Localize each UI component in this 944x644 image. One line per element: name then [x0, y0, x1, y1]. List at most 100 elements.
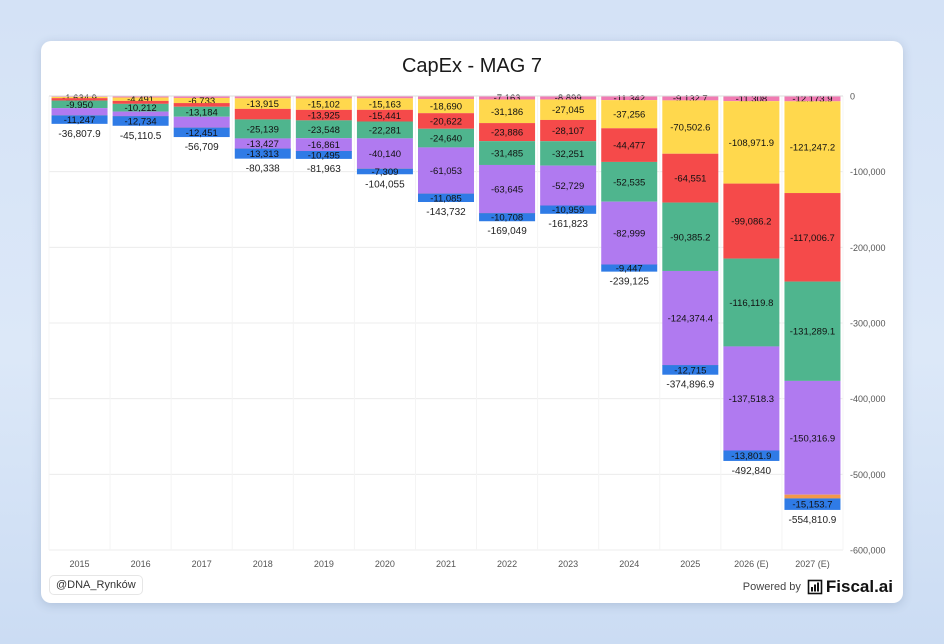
- bar-segment: [418, 96, 474, 100]
- x-tick-label: 2021: [436, 559, 456, 569]
- bar-segment: [234, 148, 291, 159]
- x-tick-label: 2016: [131, 559, 151, 569]
- bar-segment: [295, 96, 352, 99]
- bar-segment: [784, 498, 841, 510]
- bar-segment: [173, 106, 230, 117]
- bar-segment: [601, 264, 658, 272]
- stacked-bar-chart: 0 -100,000 -200,000 -300,000 -400,000 -500,00…: [48, 92, 886, 569]
- brand-logo[interactable]: Fiscal.ai: [807, 577, 893, 597]
- bar-segment: [723, 183, 780, 259]
- segment-label: -13,801.9: [731, 451, 771, 462]
- bar-segment: [418, 99, 474, 114]
- bar-segment: [784, 380, 841, 495]
- segment-label: -32,251: [552, 149, 584, 160]
- segment-label: -37,256: [613, 110, 645, 121]
- bar-segment: [112, 116, 169, 126]
- bar-segment: [662, 96, 719, 101]
- y-tick-label: -500,000: [850, 470, 886, 480]
- bar-segment: [295, 98, 352, 110]
- bar-segment: [418, 113, 474, 129]
- bar-segment: [234, 119, 291, 139]
- segment-label: -10,212: [124, 103, 156, 114]
- bar-segment: [295, 150, 352, 159]
- bar-segment: [173, 116, 230, 128]
- segment-label: -22,281: [369, 125, 401, 136]
- bar-segment: [295, 109, 352, 121]
- segment-label: -12,734: [124, 116, 156, 127]
- bar-segment: [662, 270, 719, 366]
- total-label: -45,110.5: [120, 131, 162, 142]
- segment-label: -13,427: [247, 139, 279, 150]
- bar-segment: [540, 99, 597, 120]
- bar-segment: [356, 109, 413, 122]
- bar-segment: [112, 100, 169, 104]
- total-label: -143,732: [426, 207, 466, 218]
- segment-label: -4,491: [127, 95, 154, 106]
- bar-segment: [418, 147, 474, 194]
- segment-label: -52,535: [613, 177, 645, 188]
- bar-segment: [418, 193, 474, 203]
- bar-segment: [540, 96, 597, 100]
- segment-label: -13,925: [308, 111, 340, 122]
- segment-label: -40,140: [369, 149, 401, 160]
- brand-name: Fiscal.ai: [825, 577, 893, 596]
- bar-segment: [723, 346, 780, 451]
- segment-label: -11,342: [613, 94, 645, 105]
- bar-segment: [173, 127, 230, 138]
- segment-label: -16,861: [308, 140, 340, 151]
- segment-label: -18,690: [430, 102, 462, 113]
- segment-label: -99,086.2: [731, 217, 771, 228]
- segment-label: -108,971.9: [729, 138, 774, 149]
- segment-label: -44,477: [613, 141, 645, 152]
- total-label: -56,709: [185, 142, 219, 153]
- segment-label: -10,959: [552, 205, 584, 216]
- bar-segment: [540, 165, 597, 206]
- segment-label: -12,451: [186, 128, 218, 139]
- bar-segment: [784, 193, 841, 282]
- bar-segment: [601, 128, 658, 162]
- x-tick-label: 2026 (E): [734, 559, 769, 569]
- total-label: -239,125: [609, 277, 649, 288]
- segment-label: -24,640: [430, 134, 462, 145]
- bar-segment: [51, 96, 108, 99]
- total-label: -81,963: [307, 164, 341, 175]
- bar-segment: [540, 119, 597, 142]
- segment-label: -11,085: [430, 193, 462, 204]
- y-tick-label: -400,000: [850, 394, 886, 404]
- bar-segment: [601, 100, 658, 129]
- segment-label: -9,447: [616, 264, 643, 275]
- bar-segment: [662, 153, 719, 203]
- segment-label: -61,053: [430, 166, 462, 177]
- bar-segment: [356, 121, 413, 139]
- segment-label: -12,173.9: [792, 94, 832, 105]
- bar-segment: [356, 138, 413, 169]
- watermark-handle: @DNA_Rynków: [49, 575, 143, 595]
- segment-label: -8,899: [555, 93, 582, 104]
- x-tick-label: 2022: [497, 559, 517, 569]
- segment-label: -9,132.7: [673, 94, 708, 105]
- bar-segment: [723, 450, 780, 461]
- segment-label: -117,006.7: [790, 233, 835, 244]
- bar-segment: [173, 96, 230, 98]
- segment-label: -7,163: [494, 93, 521, 104]
- segment-label: -25,139: [247, 124, 279, 135]
- bar-segment: [784, 101, 841, 194]
- segment-label: -13,313: [247, 149, 279, 160]
- segment-label: -63,645: [491, 185, 523, 196]
- bar-segment: [51, 98, 108, 101]
- powered-by-label: Powered by: [742, 581, 801, 593]
- bar-segment: [479, 164, 536, 214]
- segment-label: -20,622: [430, 116, 462, 127]
- segment-label: -15,441: [369, 111, 401, 122]
- bar-segment: [540, 141, 597, 166]
- total-label: -374,896.9: [666, 380, 714, 391]
- x-tick-label: 2024: [619, 559, 639, 569]
- bar-segment: [51, 100, 108, 109]
- segment-label: -6,733: [188, 96, 215, 107]
- total-label: -161,823: [548, 219, 588, 230]
- x-tick-label: 2020: [375, 559, 395, 569]
- bar-segment: [662, 100, 719, 154]
- segment-label: -82,999: [613, 229, 645, 240]
- bar-segment: [356, 96, 413, 99]
- bar-segment: [418, 128, 474, 148]
